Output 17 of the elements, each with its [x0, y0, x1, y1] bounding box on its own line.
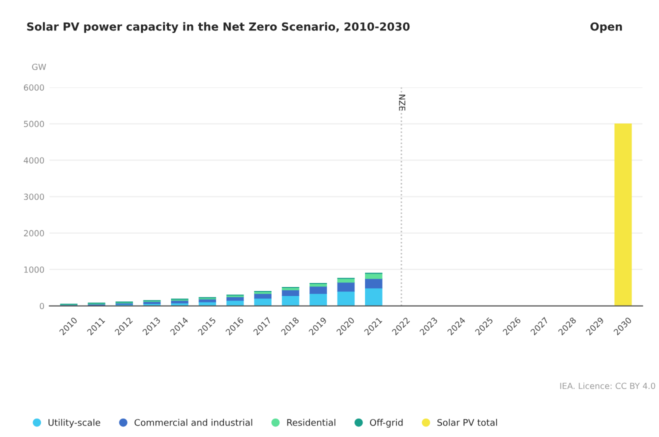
y-tick-label: 1000: [24, 266, 44, 273]
chart-title: Solar PV power capacity in the Net Zero Scenario, 2010-2030: [27, 22, 410, 33]
y-tick-label: 5000: [24, 120, 44, 128]
legend-label: Residential: [287, 418, 336, 426]
y-tick-label: 3000: [24, 194, 44, 200]
y-tick-label: 4000: [24, 157, 44, 164]
text: Open: [590, 22, 622, 33]
y-tick-label: 6000: [24, 84, 44, 91]
ref-line-label: NZE: [399, 94, 406, 111]
legend-label: Off-grid: [370, 418, 403, 428]
y-tick-label: 2000: [24, 230, 44, 236]
legend-label: Solar PV total: [437, 418, 497, 426]
text: IEA. Licence: CC BY 4.0: [560, 382, 656, 390]
y-tick-label: 0: [40, 302, 44, 310]
legend-label: Commercial and industrial: [134, 418, 252, 426]
y-axis-title: GW: [32, 64, 46, 70]
legend-label: Utility-scale: [48, 418, 100, 428]
